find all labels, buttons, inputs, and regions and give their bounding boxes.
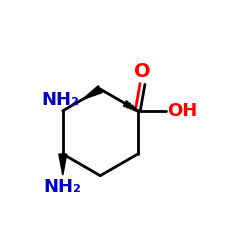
Text: OH: OH xyxy=(168,102,198,120)
Polygon shape xyxy=(126,103,131,108)
Polygon shape xyxy=(136,109,138,112)
Polygon shape xyxy=(82,86,102,100)
Polygon shape xyxy=(130,105,133,109)
Polygon shape xyxy=(132,107,136,110)
Text: NH₂: NH₂ xyxy=(44,178,82,196)
Polygon shape xyxy=(124,101,128,107)
Text: O: O xyxy=(134,62,151,81)
Text: NH₂: NH₂ xyxy=(42,91,80,109)
Polygon shape xyxy=(59,154,67,175)
